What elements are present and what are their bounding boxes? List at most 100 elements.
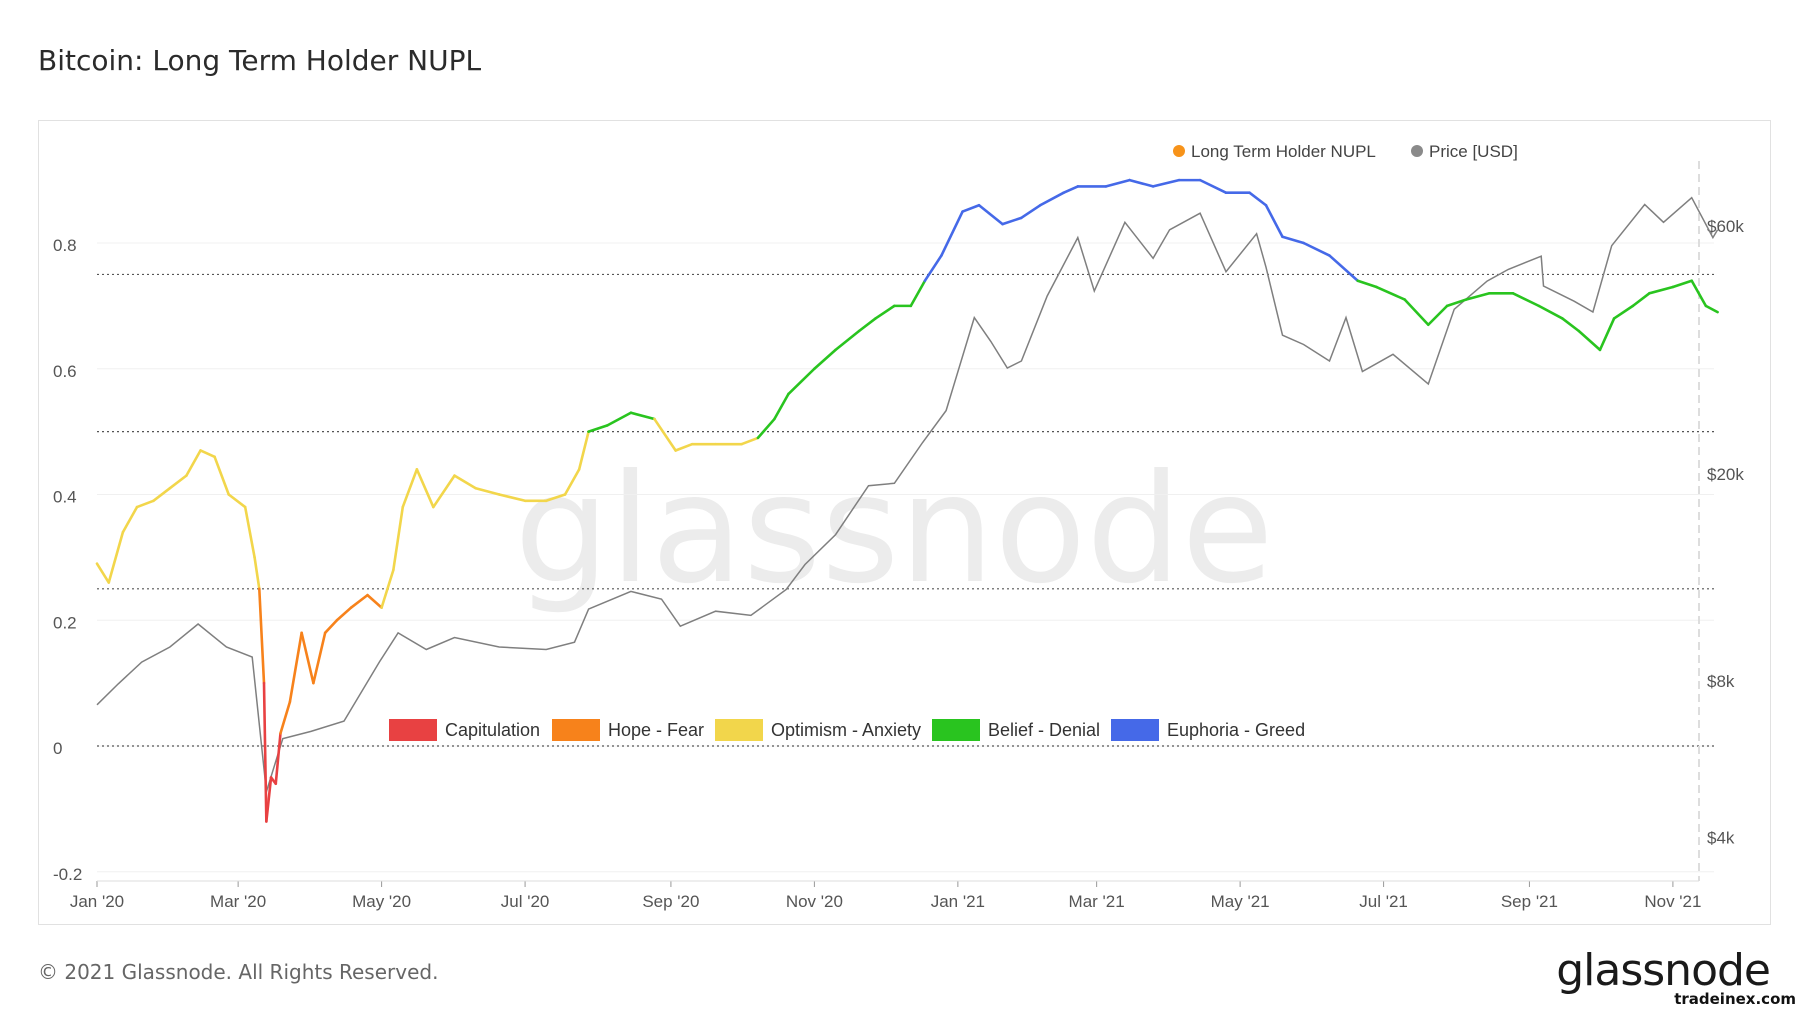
- nupl-segment: [95, 562, 111, 584]
- nupl-segment: [1631, 292, 1651, 308]
- nupl-segment: [1511, 292, 1541, 308]
- nupl-segment: [1128, 178, 1155, 188]
- x-tick-label: May '20: [352, 892, 411, 911]
- y-tick-left: 0.6: [53, 362, 77, 381]
- y-tick-right: $8k: [1707, 672, 1735, 691]
- x-tick-label: Sep '20: [642, 892, 699, 911]
- nupl-segment: [497, 493, 527, 503]
- nupl-segment: [629, 411, 656, 421]
- nupl-segment: [909, 279, 927, 308]
- nupl-segment: [1281, 235, 1305, 245]
- nupl-segment: [243, 505, 256, 559]
- nupl-segment: [1038, 191, 1066, 207]
- zone-legend-item: Hope - Fear: [552, 719, 704, 741]
- zone-legend-item: Euphoria - Greed: [1111, 719, 1305, 741]
- nupl-segment: [1648, 285, 1675, 295]
- nupl-segment: [380, 568, 395, 609]
- zone-swatch: [389, 719, 437, 741]
- nupl-segment: [300, 631, 315, 685]
- nupl-segment: [401, 468, 419, 509]
- nupl-segment: [432, 474, 456, 509]
- nupl-segment: [1062, 185, 1080, 194]
- x-tick-label: Jan '20: [70, 892, 124, 911]
- nupl-segment: [265, 776, 273, 823]
- nupl-segment: [199, 449, 216, 459]
- zone-legend-item: Optimism - Anxiety: [715, 719, 921, 741]
- nupl-segment: [674, 442, 694, 452]
- legend-price[interactable]: Price [USD]: [1411, 142, 1518, 161]
- nupl-segment: [1704, 304, 1719, 314]
- nupl-segment: [773, 392, 790, 421]
- nupl-series: [95, 178, 1719, 823]
- zone-label: Optimism - Anxiety: [771, 720, 921, 740]
- nupl-segment: [335, 606, 353, 622]
- nupl-segment: [1403, 298, 1430, 327]
- nupl-segment: [1577, 329, 1602, 352]
- nupl-segment: [653, 417, 677, 452]
- nupl-segment: [453, 474, 477, 490]
- nupl-segment: [587, 424, 609, 433]
- nupl-segment: [834, 329, 861, 352]
- nupl-segment: [1375, 285, 1407, 301]
- nupl-segment: [1198, 178, 1228, 194]
- x-tick-label: Nov '21: [1644, 892, 1701, 911]
- x-tick-label: Mar '20: [210, 892, 266, 911]
- x-tick-label: Nov '20: [786, 892, 843, 911]
- legend-dot: [1411, 145, 1423, 157]
- nupl-segment: [1445, 298, 1468, 308]
- nupl-segment: [874, 304, 896, 320]
- nupl-segment: [1598, 317, 1616, 352]
- nupl-segment: [152, 486, 172, 503]
- x-tick-label: Sep '21: [1501, 892, 1558, 911]
- nupl-segment: [1690, 279, 1708, 308]
- y-tick-right: $4k: [1707, 829, 1735, 848]
- nupl-segment: [185, 449, 202, 477]
- legend-nupl[interactable]: Long Term Holder NUPL: [1173, 142, 1376, 161]
- nupl-segment: [474, 486, 501, 496]
- nupl-segment: [349, 593, 369, 609]
- nupl-segment: [107, 530, 125, 584]
- chart-title: Bitcoin: Long Term Holder NUPL: [38, 44, 482, 77]
- nupl-segment: [1248, 191, 1268, 207]
- nupl-segment: [262, 681, 268, 823]
- nupl-segment: [923, 254, 943, 283]
- zone-label: Belief - Denial: [988, 720, 1100, 740]
- nupl-segment: [274, 732, 282, 786]
- nupl-chart: glassnode 0.8 0.6 0.4 0.2 0 -0.2 $60k $20k $8k $4k…: [53, 142, 1744, 911]
- x-tick-label: Mar '21: [1069, 892, 1125, 911]
- nupl-segment: [606, 411, 633, 427]
- nupl-segment: [227, 493, 247, 509]
- nupl-segment: [323, 618, 339, 635]
- nupl-segment: [740, 436, 760, 446]
- nupl-segment: [756, 417, 776, 440]
- glassnode-logo: glassnode: [1556, 945, 1771, 996]
- nupl-segment: [813, 348, 837, 371]
- nupl-segment: [1537, 304, 1564, 320]
- nupl-segment: [1001, 216, 1023, 226]
- nupl-segment: [940, 210, 964, 257]
- nupl-segment: [977, 203, 1004, 226]
- nupl-segment: [1612, 304, 1635, 320]
- x-tick-label: Jan '21: [931, 892, 985, 911]
- zone-label: Capitulation: [445, 720, 540, 740]
- y-tick-right: $20k: [1707, 465, 1744, 484]
- chart-frame: glassnode 0.8 0.6 0.4 0.2 0 -0.2 $60k $20k $8k $4k…: [38, 120, 1771, 925]
- nupl-segment: [392, 505, 405, 572]
- nupl-segment: [257, 587, 266, 685]
- nupl-segment: [312, 631, 327, 685]
- legend-label: Long Term Holder NUPL: [1191, 142, 1376, 161]
- nupl-segment: [415, 468, 435, 509]
- nupl-segment: [577, 430, 590, 471]
- zone-legend-item: Capitulation: [389, 719, 540, 741]
- legend-label: Price [USD]: [1429, 142, 1518, 161]
- zone-swatch: [552, 719, 600, 741]
- nupl-segment: [288, 631, 303, 704]
- price-line: [96, 196, 1719, 792]
- nupl-segment: [213, 455, 231, 496]
- legend-dot: [1173, 145, 1185, 157]
- nupl-segment: [1328, 254, 1360, 283]
- nupl-segment: [961, 203, 981, 213]
- y-tick-left: 0.4: [53, 488, 77, 507]
- nupl-segment: [1264, 203, 1284, 239]
- zone-label: Hope - Fear: [608, 720, 704, 740]
